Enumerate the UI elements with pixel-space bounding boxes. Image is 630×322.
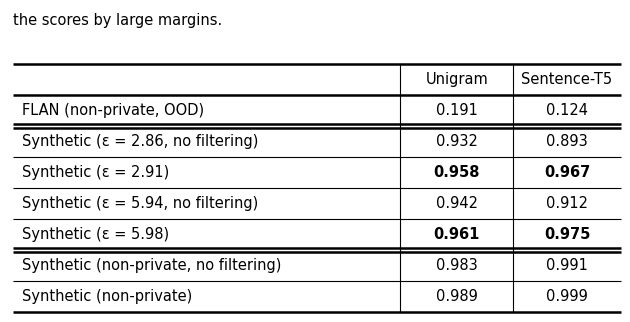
Text: Synthetic (ε = 5.94, no filtering): Synthetic (ε = 5.94, no filtering) (22, 196, 258, 211)
Text: Synthetic (non-private, no filtering): Synthetic (non-private, no filtering) (22, 258, 282, 273)
Text: Unigram: Unigram (425, 72, 488, 87)
Text: FLAN (non-private, OOD): FLAN (non-private, OOD) (22, 103, 204, 118)
Text: 0.942: 0.942 (436, 196, 478, 211)
Text: 0.124: 0.124 (546, 103, 588, 118)
Text: 0.958: 0.958 (433, 166, 480, 180)
Text: 0.991: 0.991 (546, 258, 588, 273)
Text: 0.893: 0.893 (546, 134, 588, 149)
Text: 0.961: 0.961 (433, 227, 480, 242)
Text: Sentence-T5: Sentence-T5 (522, 72, 612, 87)
Text: 0.975: 0.975 (544, 227, 590, 242)
Text: the scores by large margins.: the scores by large margins. (13, 13, 222, 28)
Text: Synthetic (ε = 2.86, no filtering): Synthetic (ε = 2.86, no filtering) (22, 134, 258, 149)
Text: 0.967: 0.967 (544, 166, 590, 180)
Text: 0.989: 0.989 (436, 289, 478, 304)
Text: Synthetic (ε = 5.98): Synthetic (ε = 5.98) (22, 227, 169, 242)
Text: 0.999: 0.999 (546, 289, 588, 304)
Text: 0.932: 0.932 (436, 134, 478, 149)
Text: Synthetic (ε = 2.91): Synthetic (ε = 2.91) (22, 166, 169, 180)
Text: Synthetic (non-private): Synthetic (non-private) (22, 289, 192, 304)
Text: 0.983: 0.983 (436, 258, 478, 273)
Text: 0.191: 0.191 (436, 103, 478, 118)
Text: 0.912: 0.912 (546, 196, 588, 211)
